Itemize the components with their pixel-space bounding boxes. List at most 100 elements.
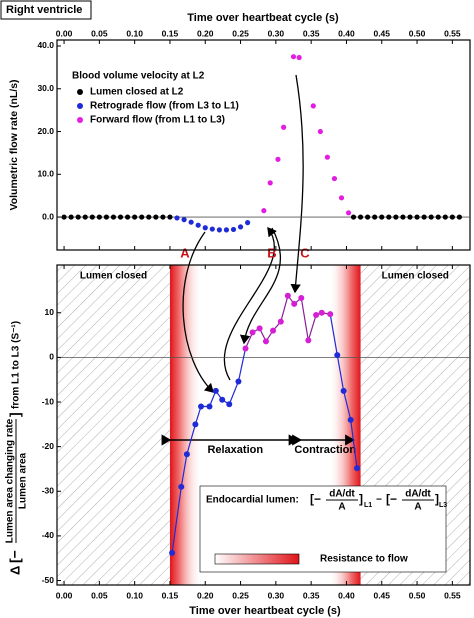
point	[183, 451, 190, 458]
y-tick-label: 30.0	[37, 83, 54, 93]
point	[139, 214, 145, 220]
point	[124, 214, 131, 220]
point	[327, 311, 334, 318]
point	[89, 214, 95, 220]
point	[117, 214, 124, 220]
point	[132, 214, 138, 220]
x-tick-label: 0.20	[197, 590, 214, 600]
point	[235, 378, 242, 385]
point	[103, 214, 110, 220]
legend-close-2: ]	[435, 492, 439, 506]
x-tick-label: 0.20	[197, 28, 214, 38]
point	[230, 226, 237, 233]
point	[267, 180, 273, 186]
arrow-c	[290, 74, 304, 294]
point	[435, 214, 441, 220]
bottom-x-axis-title: Time over heartbeat cycle (s)	[189, 605, 341, 617]
point	[242, 345, 249, 352]
x-tick-label: 0.50	[409, 28, 426, 38]
x-tick-label: 0.10	[126, 28, 143, 38]
point	[393, 214, 399, 220]
bottom-y-axis-title: Δ [− Lumen area changing rate Lumen area…	[5, 321, 29, 575]
legend-open-2: [−	[386, 492, 397, 506]
plot-frame	[56, 264, 471, 586]
point	[270, 327, 277, 334]
point	[354, 465, 361, 472]
point	[275, 156, 281, 162]
point	[262, 338, 269, 345]
y-tick-label: -20	[42, 441, 55, 451]
y-tick-label: 0	[49, 352, 54, 362]
point	[223, 227, 230, 233]
point	[209, 226, 215, 232]
panel-label-box	[0, 0, 92, 20]
point	[61, 214, 67, 220]
point	[324, 154, 330, 160]
point	[386, 214, 392, 220]
legend-close: ]	[359, 492, 363, 506]
legend-minus: −	[376, 495, 382, 506]
legend-denominator: A	[338, 502, 345, 513]
point	[110, 214, 117, 220]
y-tick-label: 10	[45, 307, 55, 317]
legend-prefix: Endocardial lumen:	[206, 495, 299, 506]
x-tick-label: 0.30	[268, 28, 285, 38]
point	[160, 214, 166, 220]
legend-sub1: L1	[364, 502, 372, 509]
legend-numerator: dA/dt	[329, 489, 355, 500]
point	[357, 214, 364, 220]
series-line	[244, 294, 331, 349]
annotation-a: A	[180, 245, 190, 260]
y-tick-label: -50	[42, 575, 55, 585]
point	[365, 214, 371, 220]
y-tick-label: 40.0	[37, 40, 54, 50]
y-tick-label: 20.0	[37, 126, 54, 136]
colorbar-label: Resistance to flow	[320, 554, 408, 565]
bottom-legend: Endocardial lumen: [− dA/dt A ] L1 − [− …	[199, 485, 447, 573]
point	[428, 214, 434, 220]
point	[281, 124, 287, 130]
x-tick-label: 0.45	[373, 28, 390, 38]
point	[188, 219, 194, 225]
top-y-axis-title: Volumetric flow rate (nL/s)	[8, 79, 20, 210]
point	[379, 214, 385, 220]
y-tick-label: 10.0	[37, 169, 54, 179]
plot-frame	[56, 39, 471, 251]
point	[317, 128, 323, 135]
x-tick-label: 0.45	[373, 590, 390, 600]
y-tick-label: -10	[42, 396, 55, 406]
point	[174, 215, 180, 221]
x-tick-label: 0.25	[232, 28, 249, 38]
x-tick-label: 0.00	[56, 590, 73, 600]
point	[237, 224, 244, 230]
x-tick-label: 0.10	[126, 590, 143, 600]
connector	[237, 348, 247, 382]
point	[347, 416, 354, 423]
y-title-rest: from L1 to L3 (S⁻¹)	[11, 321, 22, 409]
x-tick-label: 0.50	[409, 590, 426, 600]
point	[350, 214, 357, 220]
y-tick-label: 0.0	[42, 211, 54, 221]
point	[290, 54, 297, 60]
point	[206, 403, 213, 410]
x-tick-label: 0.30	[268, 590, 285, 600]
point	[192, 421, 199, 428]
point	[372, 214, 378, 220]
colorbar	[214, 553, 300, 565]
y-title-open: [−	[7, 550, 23, 563]
point	[296, 54, 302, 61]
closed-label: Lumen closed	[80, 271, 147, 282]
point	[181, 217, 187, 223]
legend-marker	[77, 117, 83, 123]
series-line	[171, 355, 358, 553]
y-title-delta: Δ	[7, 566, 22, 575]
point	[318, 309, 325, 316]
point	[169, 549, 176, 556]
point	[313, 311, 320, 318]
legend-numerator-2: dA/dt	[405, 489, 431, 500]
point	[82, 214, 88, 220]
x-tick-label: 0.55	[444, 28, 461, 38]
legend-open: [−	[310, 492, 321, 506]
x-tick-label: 0.05	[91, 28, 108, 38]
